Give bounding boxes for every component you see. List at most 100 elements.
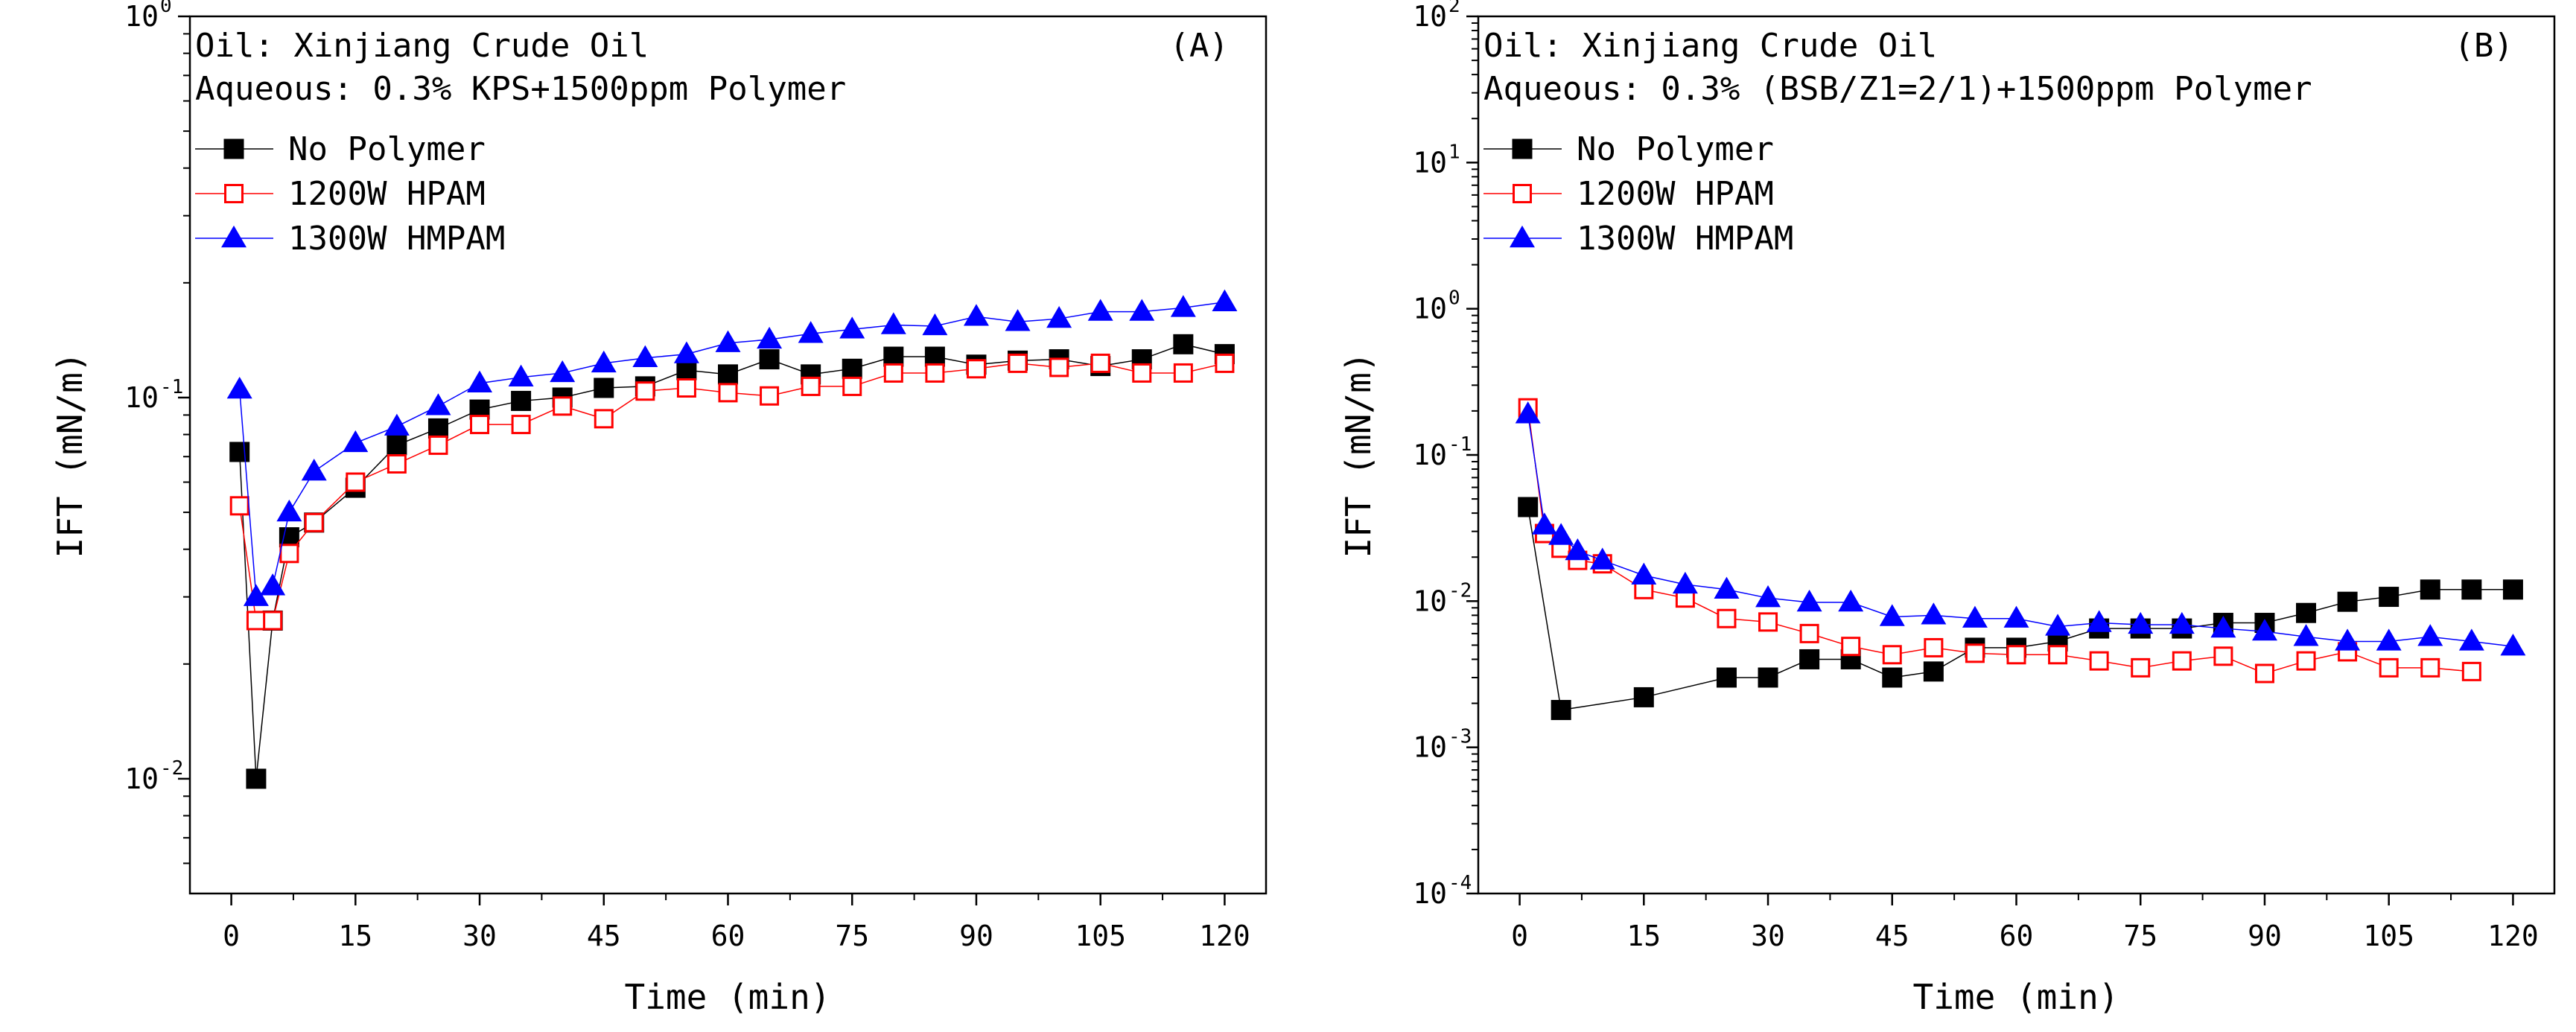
point-1200w-hpam xyxy=(966,359,986,379)
point-1300w-hmpam xyxy=(2376,628,2402,651)
point-1200w-hpam xyxy=(346,472,366,492)
y-tick-label--4: 10 xyxy=(1413,877,1447,910)
y-tick-exponent-0: 0 xyxy=(1448,287,1460,310)
point-1300w-hmpam xyxy=(1515,401,1541,424)
x-tick-label-75: 75 xyxy=(835,920,869,952)
legend-marker-1200w-hpam xyxy=(1513,184,1532,203)
y-tick-exponent--1: -1 xyxy=(1448,433,1472,456)
point-1300w-hmpam xyxy=(922,313,948,336)
x-tick-label-120: 120 xyxy=(2487,920,2539,952)
point-1300w-hmpam xyxy=(425,393,451,415)
legend-label-1300w-hmpam: 1300W HMPAM xyxy=(1577,220,1793,258)
point-1300w-hmpam xyxy=(2417,624,2443,646)
point-no-polymer xyxy=(427,418,448,439)
y-tick-exponent--2: -2 xyxy=(1448,579,1472,602)
point-1300w-hmpam xyxy=(276,499,302,522)
point-no-polymer xyxy=(1882,667,1903,688)
point-1200w-hpam xyxy=(279,544,299,564)
x-tick-label-0: 0 xyxy=(1511,920,1528,952)
x-tick-label-15: 15 xyxy=(338,920,372,952)
point-1200w-hpam xyxy=(925,363,945,383)
point-1300w-hmpam xyxy=(2293,624,2319,646)
point-1300w-hmpam xyxy=(1170,295,1196,317)
legend-item-1200w-hpam: 1200W HPAM xyxy=(195,175,486,213)
legend-b: No Polymer 1200W HPAM 1300W HMPAM xyxy=(1483,130,1793,258)
y-tick-label--2: 10 xyxy=(124,762,159,795)
point-1300w-hmpam xyxy=(2251,618,2277,641)
point-no-polymer xyxy=(676,360,697,380)
y-tick-exponent-2: 2 xyxy=(1448,0,1460,17)
point-1300w-hmpam xyxy=(1879,604,1905,626)
series-group-b xyxy=(1515,398,2526,721)
y-tick-exponent-1: 1 xyxy=(1448,141,1460,163)
point-1200w-hpam xyxy=(1173,363,1193,383)
point-1200w-hpam xyxy=(1799,623,1819,643)
point-1200w-hpam xyxy=(801,376,821,396)
legend-item-1300w-hmpam: 1300W HMPAM xyxy=(1483,220,1793,258)
panel-label-a: (A) xyxy=(1170,27,1229,65)
series-1300w-hmpam xyxy=(226,289,1238,606)
y-tick-label--1: 10 xyxy=(124,381,159,414)
point-1300w-hmpam xyxy=(550,360,576,383)
point-1300w-hmpam xyxy=(2003,605,2029,628)
point-1200w-hpam xyxy=(2461,661,2481,681)
point-1300w-hmpam xyxy=(260,573,286,596)
point-1200w-hpam xyxy=(428,435,448,455)
point-1300w-hmpam xyxy=(2045,614,2071,636)
point-1200w-hpam xyxy=(1965,643,1985,663)
point-1200w-hpam xyxy=(635,381,655,401)
point-1200w-hpam xyxy=(718,383,738,403)
point-1300w-hmpam xyxy=(2500,634,2526,656)
point-no-polymer xyxy=(2379,587,2400,608)
point-1300w-hmpam xyxy=(1589,547,1615,570)
x-tick-label-30: 30 xyxy=(462,920,497,952)
legend-label-no-polymer: No Polymer xyxy=(1577,130,1774,168)
point-1300w-hmpam xyxy=(2458,628,2484,651)
point-no-polymer xyxy=(2502,579,2523,600)
point-1300w-hmpam xyxy=(1005,309,1031,331)
point-1300w-hmpam xyxy=(632,345,658,368)
x-tick-label-60: 60 xyxy=(711,920,745,952)
point-1200w-hpam xyxy=(594,409,614,429)
point-1200w-hpam xyxy=(1758,612,1778,632)
x-tick-label-90: 90 xyxy=(959,920,993,952)
point-1200w-hpam xyxy=(553,396,573,416)
point-1300w-hmpam xyxy=(343,430,369,453)
point-1200w-hpam xyxy=(676,378,696,398)
point-1300w-hmpam xyxy=(226,376,252,399)
point-1200w-hpam xyxy=(2420,657,2440,678)
point-no-polymer xyxy=(1799,649,1820,669)
point-1300w-hmpam xyxy=(673,341,699,363)
point-1200w-hpam xyxy=(2089,651,2109,671)
point-no-polymer xyxy=(842,358,862,379)
point-no-polymer xyxy=(2461,579,2482,600)
x-axis-title-a: Time (min) xyxy=(625,977,831,1017)
y-tick-exponent-0: 0 xyxy=(160,0,172,17)
point-1300w-hmpam xyxy=(1714,576,1740,599)
y-tick-label--2: 10 xyxy=(1413,585,1447,617)
annotation-aqueous-a: Aqueous: 0.3% KPS+1500ppm Polymer xyxy=(195,70,846,108)
point-no-polymer xyxy=(1923,661,1944,682)
point-no-polymer xyxy=(2420,579,2440,600)
series-line-1200w-hpam xyxy=(1527,407,2472,675)
point-1200w-hpam xyxy=(470,415,490,435)
point-1200w-hpam xyxy=(304,512,324,532)
point-no-polymer xyxy=(246,768,267,789)
point-1300w-hmpam xyxy=(508,364,534,386)
point-1200w-hpam xyxy=(1049,357,1069,378)
legend-marker-1300w-hmpam xyxy=(221,225,247,248)
point-1200w-hpam xyxy=(229,496,249,516)
series-no-polymer xyxy=(229,334,1235,789)
point-no-polymer xyxy=(1173,334,1194,354)
point-1200w-hpam xyxy=(2131,657,2151,678)
x-axis-title-b: Time (min) xyxy=(1913,977,2119,1017)
point-1300w-hmpam xyxy=(715,330,741,352)
legend-marker-no-polymer xyxy=(1512,138,1533,159)
point-1300w-hmpam xyxy=(963,304,989,326)
point-1300w-hmpam xyxy=(839,316,865,339)
x-tick-label-105: 105 xyxy=(1075,920,1126,952)
y-tick-exponent--2: -2 xyxy=(160,757,183,780)
point-1200w-hpam xyxy=(2254,663,2274,684)
